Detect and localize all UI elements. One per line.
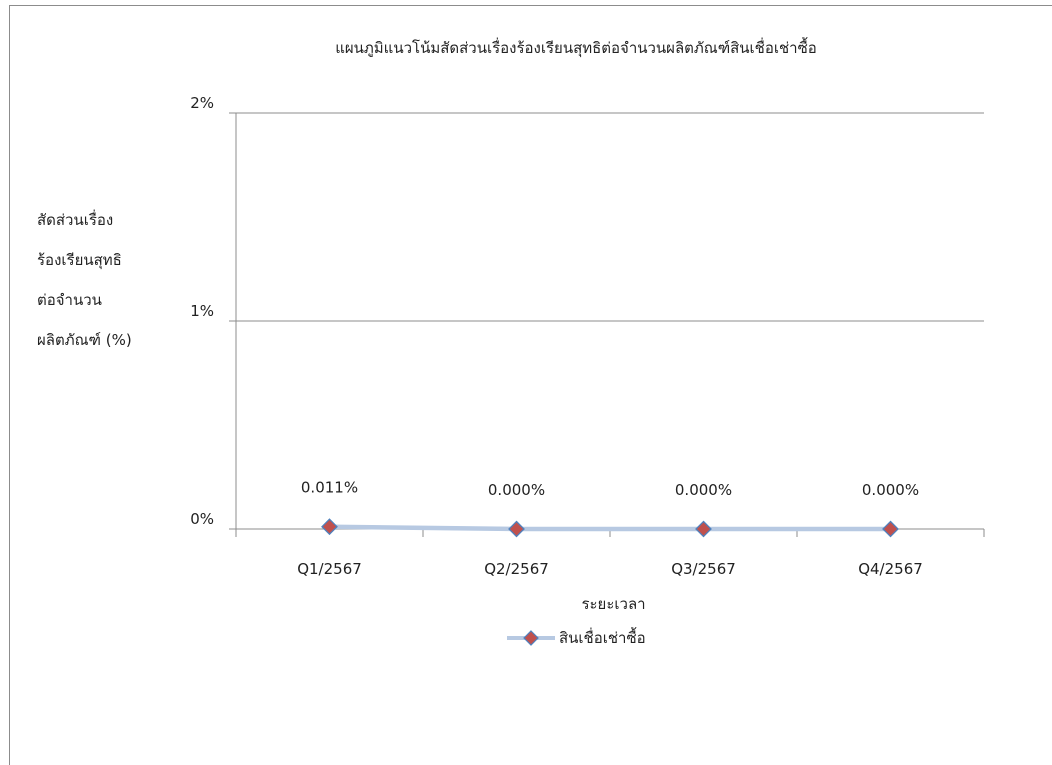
series-line — [329, 524, 891, 532]
data-label: 0.000% — [675, 481, 732, 499]
data-point-marker — [695, 520, 712, 538]
data-label: 0.000% — [488, 481, 545, 499]
y-axis-label-line-1: สัดส่วนเรื่อง — [37, 211, 114, 229]
y-axis-label-line-3: ต่อจำนวน — [37, 291, 102, 309]
plot-area: 0% 1% 2% Q1/2567 Q2/2567 Q3/2567 Q4/2567 0.011%… — [190, 94, 985, 578]
legend: สินเชื่อเช่าซื้อ — [505, 628, 646, 648]
data-point-marker — [508, 520, 525, 538]
legend-label: สินเชื่อเช่าซื้อ — [559, 629, 646, 647]
y-axis-label-line-4: ผลิตภัณฑ์ (%) — [37, 331, 132, 349]
y-tick-label: 2% — [190, 94, 214, 112]
data-point-marker — [882, 520, 899, 538]
data-label: 0.011% — [301, 479, 358, 497]
x-tick-label: Q1/2567 — [297, 560, 362, 578]
x-axis-label: ระยะเวลา — [581, 595, 646, 613]
x-tick-label: Q3/2567 — [671, 560, 736, 578]
y-axis-label: สัดส่วนเรื่อง ร้องเรียนสุทธิ ต่อจำนวน ผล… — [37, 200, 177, 360]
y-axis-label-line-2: ร้องเรียนสุทธิ — [37, 251, 122, 269]
x-tick-label: Q4/2567 — [858, 560, 923, 578]
x-tick-label: Q2/2567 — [484, 560, 549, 578]
y-tick-label: 1% — [190, 302, 214, 320]
legend-swatch — [507, 630, 555, 646]
chart-frame — [9, 5, 1052, 765]
y-tick-label: 0% — [190, 510, 214, 528]
chart-title: แผนภูมิแนวโน้มสัดส่วนเรื่องร้องเรียนสุทธ… — [335, 39, 817, 57]
data-point-marker — [321, 518, 338, 536]
data-label: 0.000% — [862, 481, 919, 499]
